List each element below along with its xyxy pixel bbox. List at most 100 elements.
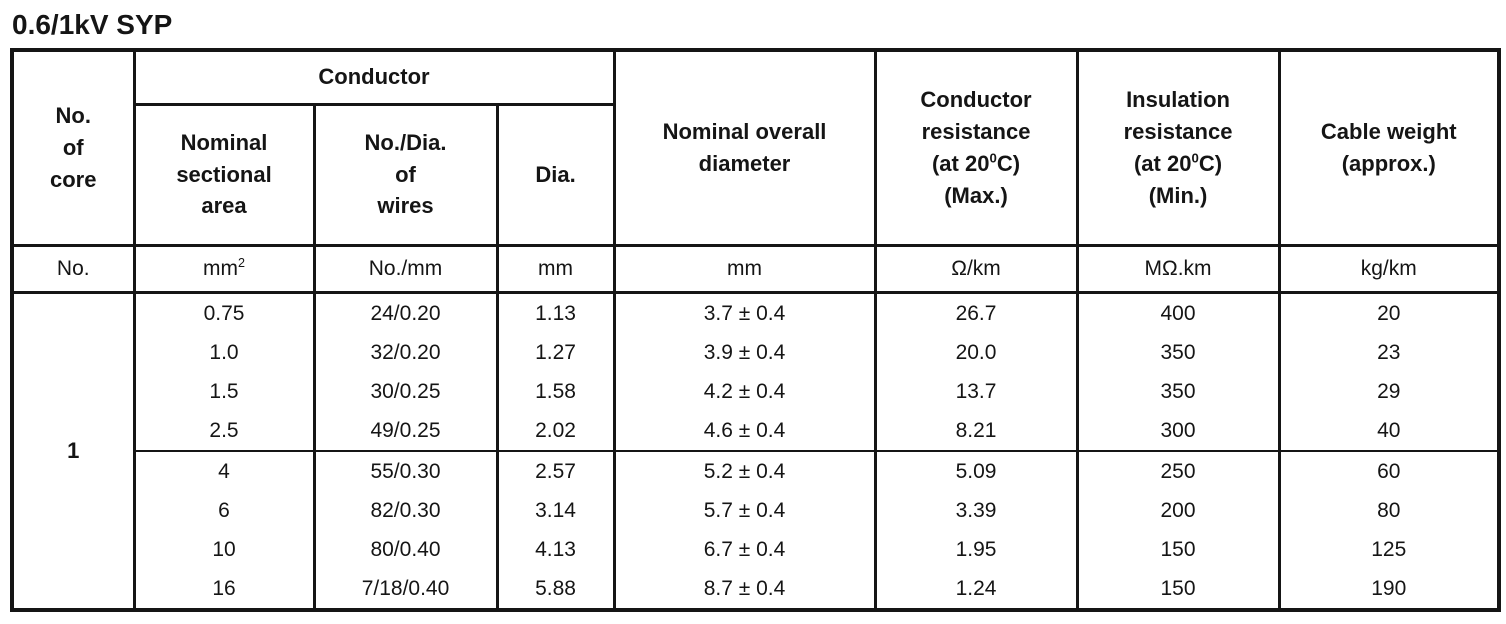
header-line: (approx.) — [1341, 150, 1436, 176]
page-title: 0.6/1kV SYP — [12, 9, 173, 40]
weight-cell: 40 — [1277, 410, 1500, 451]
overall-diameter-cell: 4.6 ± 0.4 — [612, 410, 876, 451]
conductor-resistance-cell: 8.21 — [873, 410, 1078, 451]
weight-cell: 60 — [1277, 449, 1500, 491]
header-line: No./Dia. — [364, 129, 447, 155]
wires-cell: 30/0.25 — [312, 371, 497, 411]
area-cell: 1.0 — [132, 332, 314, 372]
header-line: diameter — [698, 150, 791, 176]
header-line-temperature: (at 200C) — [1080, 148, 1278, 180]
table-row: 1.0 32/0.20 1.27 3.9 ± 0.4 20.0 350 23 — [12, 332, 1500, 372]
insulation-resistance-cell: 250 — [1075, 449, 1280, 491]
header-line: (Min.) — [1148, 182, 1208, 208]
header-line: core — [50, 166, 97, 192]
overall-diameter-cell: 3.7 ± 0.4 — [612, 292, 876, 333]
table-header: No. of core Conductor Nominal overall di… — [10, 50, 1500, 294]
table-row: 2.5 49/0.25 2.02 4.6 ± 0.4 8.21 300 40 — [12, 410, 1500, 451]
header-line: Conductor — [920, 86, 1032, 112]
wires-cell: 82/0.30 — [312, 490, 497, 530]
cable-spec-table: No. of core Conductor Nominal overall di… — [10, 48, 1502, 612]
unit-core: No. — [10, 243, 134, 294]
header-line: Cable weight — [1320, 118, 1457, 144]
conductor-resistance-cell: 1.24 — [873, 568, 1078, 610]
wires-cell: 32/0.20 — [312, 332, 497, 372]
degree-superscript: 0 — [989, 150, 997, 166]
header-line: Nominal overall — [662, 118, 827, 144]
overall-diameter-cell: 6.7 ± 0.4 — [612, 529, 876, 569]
insulation-resistance-cell: 200 — [1075, 490, 1280, 530]
units-row: No. mm2 No./mm mm mm Ω/km MΩ.km kg/km — [10, 243, 1500, 294]
header-line: Nominal — [180, 129, 268, 155]
area-cell: 10 — [132, 529, 314, 569]
header-line: of — [395, 161, 416, 187]
area-cell: 2.5 — [132, 410, 314, 451]
col-header-insulation-resistance: Insulation resistance (at 200C) (Min.) — [1075, 50, 1280, 245]
header-row-top: No. of core Conductor Nominal overall di… — [10, 50, 1500, 245]
col-group-header-conductor: Conductor — [132, 50, 615, 106]
table-row: 16 7/18/0.40 5.88 8.7 ± 0.4 1.24 150 190 — [12, 568, 1500, 610]
col-header-no-dia-of-wires: No./Dia. of wires — [312, 104, 497, 245]
unit-area: mm2 — [132, 243, 314, 294]
dia-cell: 4.13 — [495, 529, 615, 569]
col-header-conductor-resistance: Conductor resistance (at 200C) (Max.) — [873, 50, 1078, 245]
temp-text: (at 20 — [1133, 150, 1192, 176]
wires-cell: 7/18/0.40 — [312, 568, 497, 610]
weight-cell: 20 — [1277, 292, 1500, 333]
temp-text: C) — [1198, 150, 1223, 176]
col-header-nominal-overall-diameter: Nominal overall diameter — [612, 50, 876, 245]
header-row-sub: Nominal sectional area No./Dia. of wires… — [12, 104, 1499, 245]
dia-cell: 3.14 — [495, 490, 615, 530]
dia-cell: 5.88 — [495, 568, 615, 610]
wires-cell: 49/0.25 — [312, 410, 497, 451]
squared-superscript: 2 — [237, 255, 245, 270]
unit-wires: No./mm — [312, 243, 497, 294]
unit-weight: kg/km — [1277, 243, 1500, 294]
insulation-resistance-cell: 150 — [1075, 529, 1280, 569]
table-row: 1 0.75 24/0.20 1.13 3.7 ± 0.4 26.7 400 2… — [10, 292, 1500, 610]
insulation-resistance-cell: 350 — [1075, 371, 1280, 411]
conductor-resistance-cell: 1.95 — [873, 529, 1078, 569]
overall-diameter-cell: 4.2 ± 0.4 — [612, 371, 876, 411]
header-line: sectional — [176, 161, 272, 187]
conductor-resistance-cell: 26.7 — [873, 292, 1078, 333]
col-header-no-of-core: No. of core — [10, 50, 134, 245]
weight-cell: 29 — [1277, 371, 1500, 411]
insulation-resistance-cell: 150 — [1075, 568, 1280, 610]
header-line: resistance — [921, 118, 1031, 144]
area-cell: 0.75 — [132, 292, 314, 333]
degree-superscript: 0 — [1191, 150, 1199, 166]
header-line: wires — [377, 193, 434, 219]
dia-cell: 1.58 — [495, 371, 615, 411]
insulation-resistance-cell: 350 — [1075, 332, 1280, 372]
weight-cell: 23 — [1277, 332, 1500, 372]
conductor-resistance-cell: 5.09 — [873, 449, 1078, 491]
col-header-nominal-sectional-area: Nominal sectional area — [132, 104, 314, 245]
unit-area-base: mm — [202, 256, 238, 280]
conductor-resistance-cell: 20.0 — [873, 332, 1078, 372]
header-line: (Max.) — [944, 182, 1008, 208]
weight-cell: 80 — [1277, 490, 1500, 530]
unit-conductor-resistance: Ω/km — [873, 243, 1078, 294]
header-line: Insulation — [1126, 86, 1230, 112]
weight-cell: 190 — [1277, 568, 1500, 610]
table-row: 1.5 30/0.25 1.58 4.2 ± 0.4 13.7 350 29 — [12, 371, 1500, 411]
conductor-resistance-cell: 13.7 — [873, 371, 1078, 411]
header-line: of — [62, 134, 84, 160]
insulation-resistance-cell: 300 — [1075, 410, 1280, 451]
unit-overall: mm — [612, 243, 876, 294]
header-line: area — [201, 193, 247, 219]
area-cell: 1.5 — [132, 371, 314, 411]
wires-cell: 24/0.20 — [312, 292, 497, 333]
table-row: 6 82/0.30 3.14 5.7 ± 0.4 3.39 200 80 — [12, 490, 1500, 530]
wires-cell: 55/0.30 — [312, 449, 497, 491]
overall-diameter-cell: 8.7 ± 0.4 — [612, 568, 876, 610]
dia-cell: 2.57 — [495, 449, 615, 491]
overall-diameter-cell: 5.2 ± 0.4 — [612, 449, 876, 491]
table-body: 1 0.75 24/0.20 1.13 3.7 ± 0.4 26.7 400 2… — [10, 292, 1500, 610]
header-line: No. — [55, 102, 91, 128]
area-cell: 16 — [132, 568, 314, 610]
dia-cell: 2.02 — [495, 410, 615, 451]
header-line: resistance — [1123, 118, 1233, 144]
col-header-dia: Dia. — [495, 104, 615, 245]
